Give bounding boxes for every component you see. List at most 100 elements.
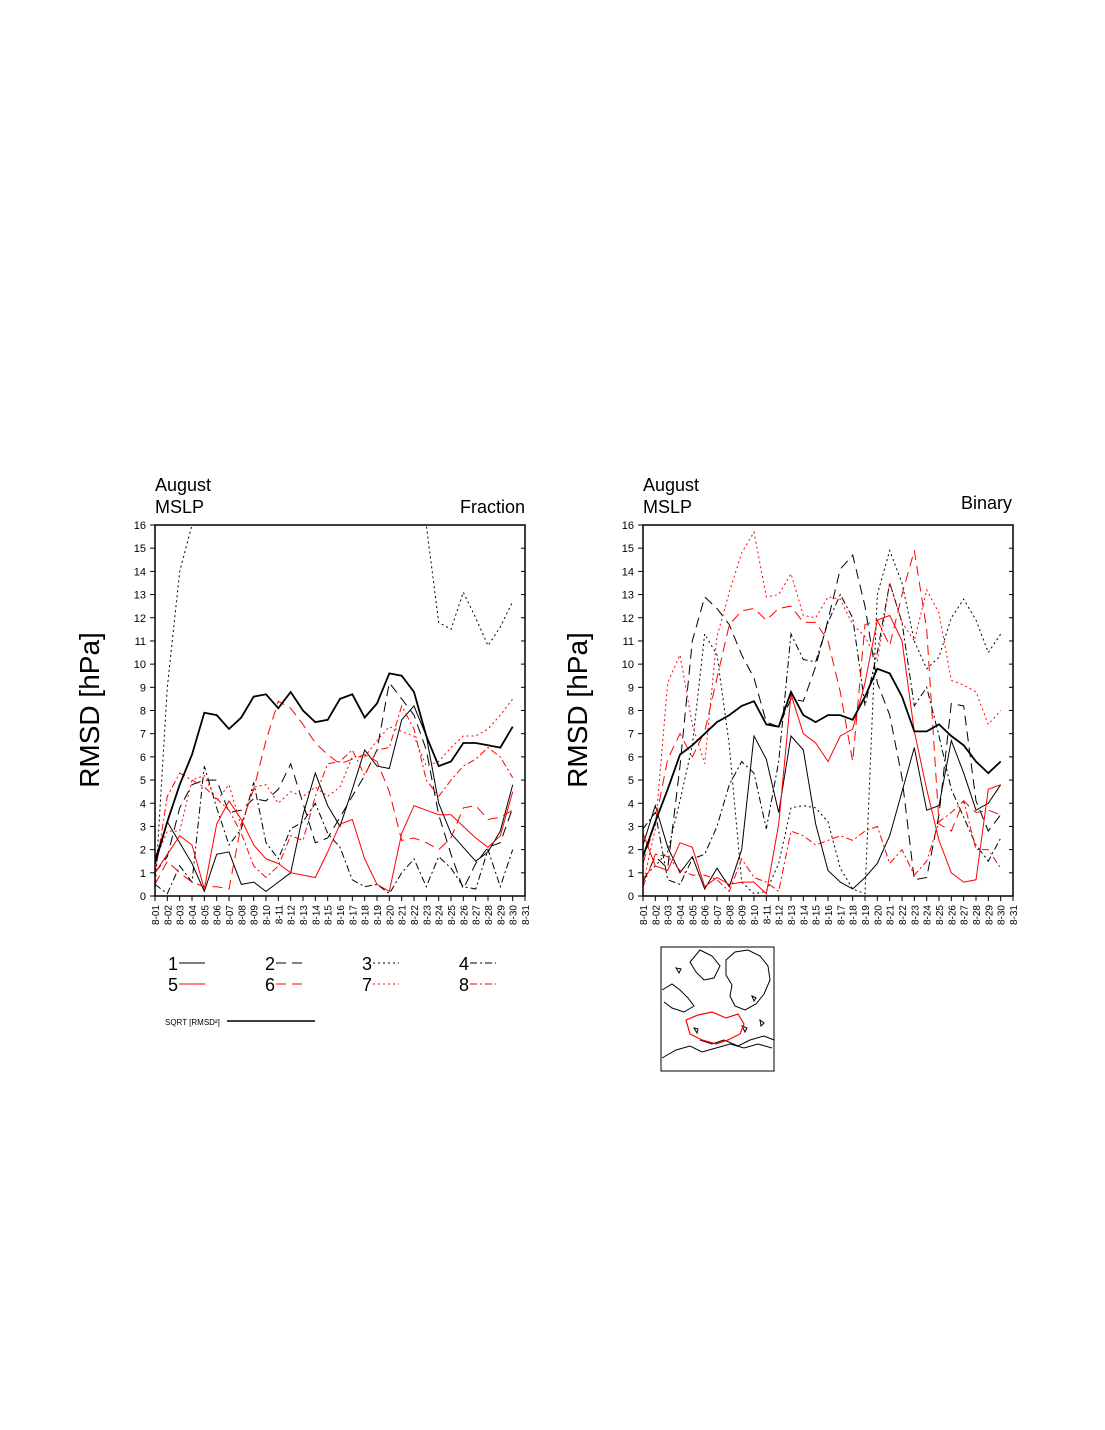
x-tick-label: 8-10: [262, 905, 273, 925]
x-tick-label: 8-25: [447, 905, 458, 925]
siberia-coast: [699, 1035, 775, 1047]
x-tick-label: 8-14: [799, 905, 810, 925]
x-tick-label: 8-07: [713, 905, 724, 925]
legend-label-5: 5: [168, 975, 178, 995]
y-tick-label: 9: [140, 682, 146, 694]
x-tick-label: 8-25: [935, 905, 946, 925]
series-line-4: [154, 765, 514, 895]
x-tick-label: 8-20: [873, 905, 884, 925]
x-tick-label: 8-03: [664, 905, 675, 925]
x-tick-label: 8-08: [237, 905, 248, 925]
y-axis-label: RMSD [hPa]: [562, 632, 593, 788]
x-tick-label: 8-17: [348, 905, 359, 925]
x-tick-label: 8-15: [324, 905, 335, 925]
series-line-8: [154, 704, 514, 879]
y-tick-label: 12: [134, 613, 146, 625]
islands-small: [674, 967, 765, 1035]
legend-label-6: 6: [265, 975, 275, 995]
x-tick-label: 8-29: [984, 905, 995, 925]
y-tick-label: 2: [628, 845, 634, 857]
series-line-9: [642, 667, 1002, 857]
x-tick-label: 8-19: [373, 905, 384, 925]
x-tick-label: 8-02: [163, 905, 174, 925]
x-tick-label: 8-15: [812, 905, 823, 925]
series-line-7: [642, 530, 1002, 885]
x-tick-label: 8-21: [398, 905, 409, 925]
x-tick-label: 8-23: [910, 905, 921, 925]
y-tick-label: 4: [140, 798, 146, 810]
x-tick-label: 8-22: [410, 905, 421, 925]
analysis-region-outline: [685, 1011, 745, 1045]
x-tick-label: 8-09: [738, 905, 749, 925]
y-tick-label: 6: [628, 752, 634, 764]
eurasia-coast: [661, 1043, 773, 1059]
canada-coast: [661, 983, 695, 1013]
series-line-2: [154, 681, 514, 891]
series-line-8: [642, 799, 1002, 893]
y-tick-label: 15: [134, 543, 146, 555]
legend-label-7: 7: [362, 975, 372, 995]
x-tick-label: 8-16: [336, 905, 347, 925]
x-tick-label: 8-09: [250, 905, 261, 925]
map-frame: [660, 946, 775, 1072]
y-tick-label: 15: [622, 543, 634, 555]
y-tick-label: 13: [134, 590, 146, 602]
x-tick-label: 8-11: [274, 905, 285, 925]
region-inset-map: [660, 946, 775, 1072]
series-line-5: [642, 614, 1001, 895]
y-tick-label: 6: [140, 752, 146, 764]
y-tick-label: 14: [622, 566, 634, 578]
x-tick-label: 8-31: [521, 905, 532, 925]
x-tick-label: 8-19: [861, 905, 872, 925]
panel-title-method: Binary: [961, 493, 1012, 513]
y-tick-label: 7: [140, 729, 146, 741]
series-line-3: [642, 548, 1002, 895]
legend-label-1: 1: [168, 954, 178, 974]
y-tick-label: 8: [628, 706, 634, 718]
x-tick-label: 8-16: [824, 905, 835, 925]
series-line-6: [154, 700, 513, 890]
x-tick-label: 8-12: [775, 905, 786, 925]
x-tick-label: 8-13: [299, 905, 310, 925]
x-tick-label: 8-30: [997, 905, 1008, 925]
legend-label-4: 4: [459, 954, 469, 974]
x-tick-label: 8-11: [762, 905, 773, 925]
x-tick-label: 8-01: [639, 905, 650, 925]
series-line-6: [642, 550, 1001, 864]
y-axis-label: RMSD [hPa]: [74, 632, 105, 788]
legend-label-3: 3: [362, 954, 372, 974]
x-tick-label: 8-22: [898, 905, 909, 925]
x-tick-label: 8-27: [472, 905, 483, 925]
x-tick-label: 8-05: [688, 905, 699, 925]
x-tick-label: 8-28: [484, 905, 495, 925]
x-tick-label: 8-05: [200, 905, 211, 925]
series-line-5: [154, 791, 514, 893]
x-tick-label: 8-27: [960, 905, 971, 925]
x-tick-label: 8-24: [923, 905, 934, 925]
y-tick-label: 16: [622, 520, 634, 532]
x-tick-label: 8-28: [972, 905, 983, 925]
y-tick-label: 3: [628, 821, 634, 833]
panel-title-variable: MSLP: [155, 497, 204, 517]
legend-sqrt-label: SQRT [RMSD²]: [165, 1018, 220, 1027]
panel-title-variable: MSLP: [643, 497, 692, 517]
y-tick-label: 14: [134, 566, 146, 578]
plot-frame: [642, 524, 1014, 897]
x-tick-label: 8-21: [886, 905, 897, 925]
y-tick-label: 10: [622, 659, 634, 671]
x-tick-label: 8-26: [459, 905, 470, 925]
x-tick-label: 8-03: [176, 905, 187, 925]
arctic-islands-coast: [689, 949, 721, 981]
x-tick-label: 8-23: [422, 905, 433, 925]
y-tick-label: 5: [628, 775, 634, 787]
x-tick-label: 8-04: [676, 905, 687, 925]
x-tick-label: 8-01: [151, 905, 162, 925]
series-line-4: [642, 582, 1002, 886]
x-tick-label: 8-26: [947, 905, 958, 925]
x-tick-label: 8-30: [509, 905, 520, 925]
y-tick-label: 2: [140, 845, 146, 857]
x-tick-label: 8-12: [287, 905, 298, 925]
